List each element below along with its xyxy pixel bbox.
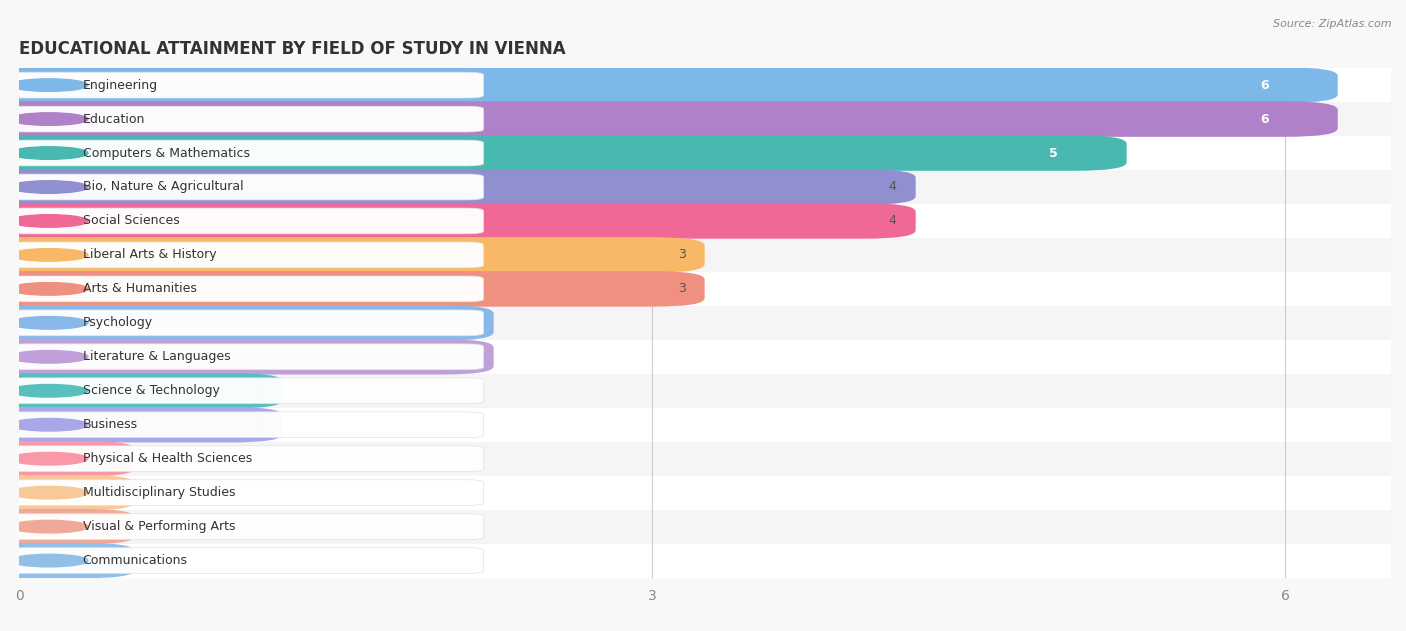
FancyBboxPatch shape xyxy=(20,510,1391,544)
FancyBboxPatch shape xyxy=(0,441,135,476)
FancyBboxPatch shape xyxy=(0,169,915,204)
FancyBboxPatch shape xyxy=(20,204,1391,238)
Text: Bio, Nature & Agricultural: Bio, Nature & Agricultural xyxy=(83,180,243,194)
FancyBboxPatch shape xyxy=(20,238,1391,272)
Circle shape xyxy=(10,147,89,159)
FancyBboxPatch shape xyxy=(7,548,484,574)
FancyBboxPatch shape xyxy=(7,174,484,200)
FancyBboxPatch shape xyxy=(0,271,704,307)
Text: 1: 1 xyxy=(256,418,263,431)
Text: Business: Business xyxy=(83,418,138,431)
FancyBboxPatch shape xyxy=(20,340,1391,374)
Circle shape xyxy=(10,249,89,261)
FancyBboxPatch shape xyxy=(20,442,1391,476)
Circle shape xyxy=(10,283,89,295)
Text: Visual & Performing Arts: Visual & Performing Arts xyxy=(83,520,235,533)
FancyBboxPatch shape xyxy=(0,237,704,273)
Circle shape xyxy=(10,351,89,363)
FancyBboxPatch shape xyxy=(0,509,135,545)
Text: Physical & Health Sciences: Physical & Health Sciences xyxy=(83,452,252,465)
FancyBboxPatch shape xyxy=(0,305,494,341)
Text: 6: 6 xyxy=(1260,112,1268,126)
Text: Liberal Arts & History: Liberal Arts & History xyxy=(83,249,217,261)
Text: Multidisciplinary Studies: Multidisciplinary Studies xyxy=(83,486,235,499)
Text: 0: 0 xyxy=(93,554,101,567)
FancyBboxPatch shape xyxy=(20,68,1391,102)
FancyBboxPatch shape xyxy=(0,373,283,408)
Text: 0: 0 xyxy=(93,452,101,465)
Text: 6: 6 xyxy=(1260,79,1268,91)
FancyBboxPatch shape xyxy=(20,306,1391,340)
FancyBboxPatch shape xyxy=(20,170,1391,204)
FancyBboxPatch shape xyxy=(7,242,484,268)
Text: Source: ZipAtlas.com: Source: ZipAtlas.com xyxy=(1274,19,1392,29)
FancyBboxPatch shape xyxy=(7,106,484,132)
FancyBboxPatch shape xyxy=(0,102,1337,137)
Text: Education: Education xyxy=(83,112,145,126)
Circle shape xyxy=(10,180,89,193)
FancyBboxPatch shape xyxy=(7,72,484,98)
FancyBboxPatch shape xyxy=(0,203,915,239)
FancyBboxPatch shape xyxy=(7,445,484,471)
Text: 1: 1 xyxy=(256,384,263,398)
FancyBboxPatch shape xyxy=(20,476,1391,510)
Circle shape xyxy=(10,215,89,227)
Circle shape xyxy=(10,384,89,397)
Text: Computers & Mathematics: Computers & Mathematics xyxy=(83,146,250,160)
Text: 4: 4 xyxy=(889,180,897,194)
FancyBboxPatch shape xyxy=(0,543,135,579)
Circle shape xyxy=(10,79,89,91)
Text: Science & Technology: Science & Technology xyxy=(83,384,219,398)
FancyBboxPatch shape xyxy=(0,339,494,375)
FancyBboxPatch shape xyxy=(7,412,484,438)
FancyBboxPatch shape xyxy=(7,344,484,370)
Circle shape xyxy=(10,113,89,126)
Text: 3: 3 xyxy=(678,249,686,261)
FancyBboxPatch shape xyxy=(20,544,1391,577)
Text: 0: 0 xyxy=(93,520,101,533)
FancyBboxPatch shape xyxy=(7,208,484,234)
Circle shape xyxy=(10,521,89,533)
Text: Engineering: Engineering xyxy=(83,79,157,91)
Text: 3: 3 xyxy=(678,283,686,295)
FancyBboxPatch shape xyxy=(7,514,484,540)
Circle shape xyxy=(10,317,89,329)
Text: 2: 2 xyxy=(467,316,475,329)
Text: 0: 0 xyxy=(93,486,101,499)
FancyBboxPatch shape xyxy=(7,310,484,336)
Text: Psychology: Psychology xyxy=(83,316,153,329)
Text: Arts & Humanities: Arts & Humanities xyxy=(83,283,197,295)
Text: Communications: Communications xyxy=(83,554,187,567)
FancyBboxPatch shape xyxy=(7,140,484,166)
FancyBboxPatch shape xyxy=(0,407,283,442)
Text: 5: 5 xyxy=(1049,146,1057,160)
FancyBboxPatch shape xyxy=(20,408,1391,442)
FancyBboxPatch shape xyxy=(20,102,1391,136)
Text: Social Sciences: Social Sciences xyxy=(83,215,180,227)
FancyBboxPatch shape xyxy=(0,68,1337,103)
Circle shape xyxy=(10,418,89,431)
FancyBboxPatch shape xyxy=(20,374,1391,408)
Circle shape xyxy=(10,452,89,465)
Text: 2: 2 xyxy=(467,350,475,363)
Text: EDUCATIONAL ATTAINMENT BY FIELD OF STUDY IN VIENNA: EDUCATIONAL ATTAINMENT BY FIELD OF STUDY… xyxy=(20,40,567,58)
FancyBboxPatch shape xyxy=(7,276,484,302)
Circle shape xyxy=(10,487,89,499)
Circle shape xyxy=(10,554,89,567)
Text: Literature & Languages: Literature & Languages xyxy=(83,350,231,363)
FancyBboxPatch shape xyxy=(0,475,135,510)
FancyBboxPatch shape xyxy=(7,480,484,505)
FancyBboxPatch shape xyxy=(0,135,1126,171)
FancyBboxPatch shape xyxy=(20,272,1391,306)
FancyBboxPatch shape xyxy=(20,136,1391,170)
FancyBboxPatch shape xyxy=(7,378,484,404)
Text: 4: 4 xyxy=(889,215,897,227)
